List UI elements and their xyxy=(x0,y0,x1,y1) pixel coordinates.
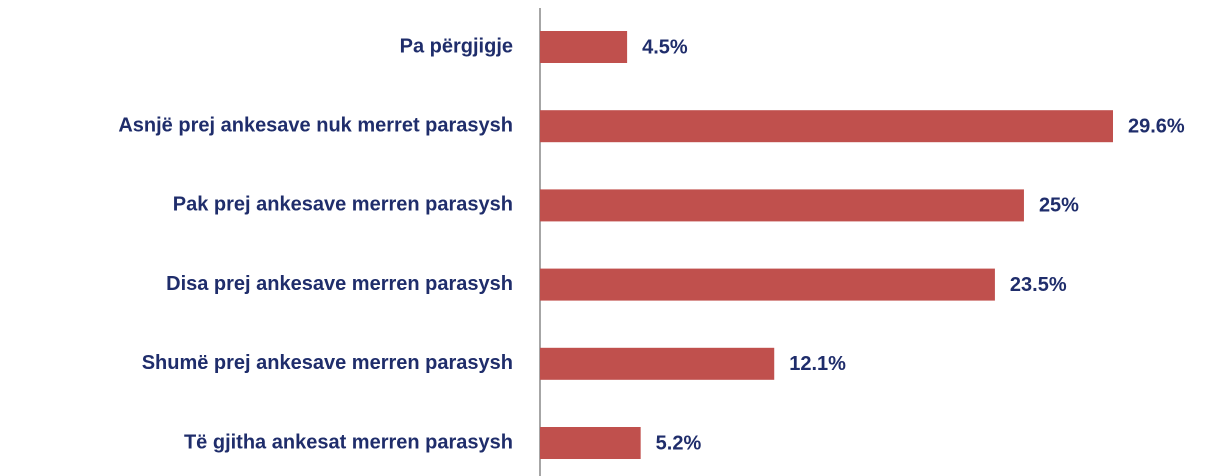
value-label: 5.2% xyxy=(656,432,702,454)
bar xyxy=(540,189,1024,222)
bar xyxy=(540,427,641,459)
category-label: Shumë prej ankesave merren parasysh xyxy=(142,352,513,374)
value-label: 4.5% xyxy=(642,36,688,58)
bar xyxy=(540,268,995,301)
category-label: Pak prej ankesave merren parasysh xyxy=(173,194,513,216)
bar xyxy=(540,31,628,63)
value-label: 12.1% xyxy=(789,353,846,375)
category-label: Disa prej ankesave merren parasysh xyxy=(166,273,513,295)
category-label: Pa përgjigje xyxy=(400,35,513,57)
category-label: Asnjë prej ankesave nuk merret parasysh xyxy=(118,114,513,136)
bar xyxy=(540,347,775,380)
category-label: Të gjitha ankesat merren parasysh xyxy=(184,431,513,453)
value-label: 23.5% xyxy=(1010,274,1067,296)
value-label: 29.6% xyxy=(1128,115,1185,137)
bar xyxy=(540,110,1113,143)
value-label: 25% xyxy=(1039,195,1079,217)
